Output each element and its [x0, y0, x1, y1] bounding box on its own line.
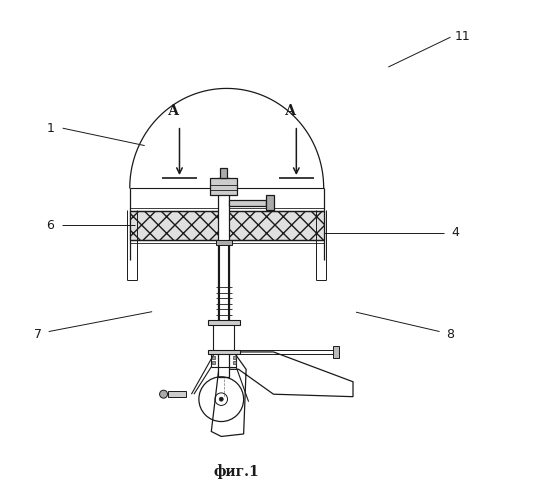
Bar	[207, 320, 240, 324]
Bar	[210, 178, 237, 196]
Text: фиг.1: фиг.1	[214, 464, 260, 478]
Text: А: А	[285, 104, 296, 118]
Bar	[219, 178, 229, 377]
Bar	[229, 200, 266, 205]
Text: 4: 4	[451, 226, 459, 239]
Bar	[219, 240, 228, 322]
Text: 7: 7	[34, 328, 42, 341]
Bar	[212, 356, 215, 359]
Bar	[266, 196, 274, 210]
Bar	[212, 361, 215, 364]
Bar	[233, 361, 236, 364]
Circle shape	[219, 397, 223, 401]
Text: 8: 8	[447, 328, 455, 341]
Bar	[130, 211, 324, 240]
Bar	[233, 356, 236, 359]
Bar	[167, 392, 187, 397]
Bar	[333, 346, 339, 358]
Bar	[207, 350, 240, 354]
Bar	[220, 168, 227, 178]
Bar	[216, 240, 232, 245]
Text: А: А	[168, 104, 179, 118]
Text: 1: 1	[46, 122, 54, 134]
Bar	[213, 322, 234, 352]
Text: 6: 6	[46, 218, 54, 232]
Circle shape	[159, 390, 167, 398]
Text: 11: 11	[455, 30, 471, 43]
